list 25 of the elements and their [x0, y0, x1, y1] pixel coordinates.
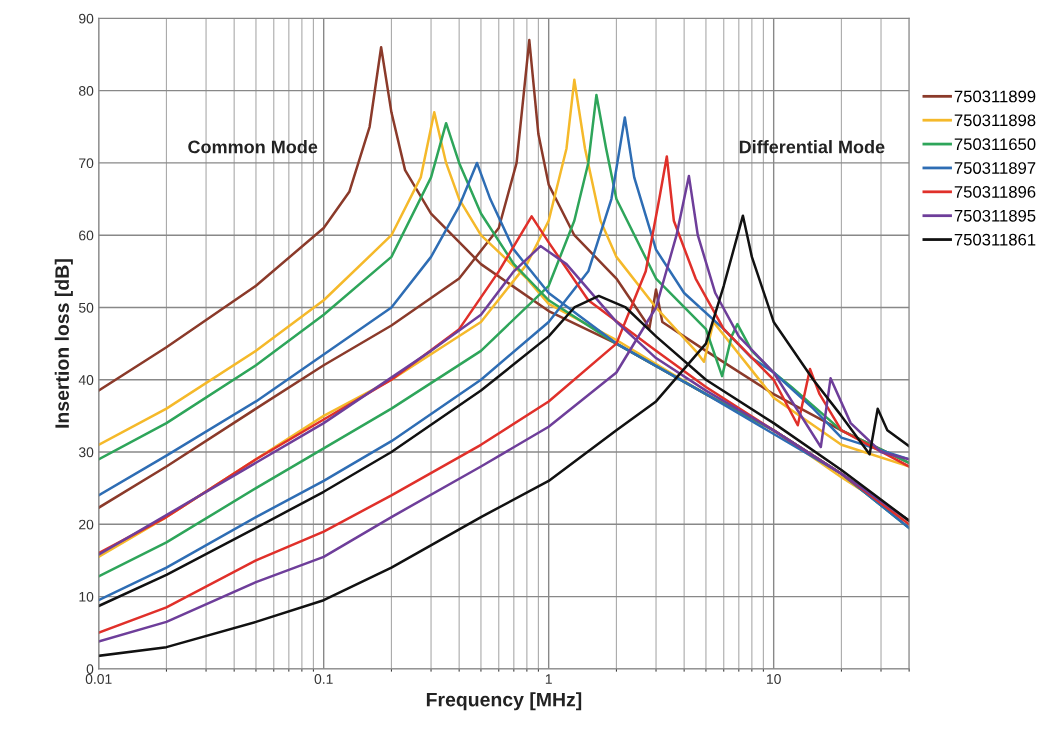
legend-label: 750311650 — [954, 138, 1036, 151]
y-tick-label: 80 — [79, 85, 94, 96]
y-tick-label: 60 — [79, 230, 94, 241]
legend-label: 750311896 — [954, 186, 1036, 198]
x-axis-title: Frequency [MHz] — [426, 692, 582, 711]
y-tick-label: 90 — [79, 13, 94, 24]
legend-label: 750311898 — [954, 114, 1036, 127]
x-tick-label: 0.01 — [85, 674, 112, 684]
y-tick-label: 30 — [78, 447, 94, 458]
y-tick-label: 70 — [79, 158, 94, 169]
legend-label: 750311861 — [954, 233, 1036, 246]
y-tick-label: 20 — [79, 519, 94, 530]
x-tick-label: 10 — [767, 674, 781, 684]
annotation: Common Mode — [188, 140, 318, 154]
y-tick-label: 50 — [78, 302, 94, 313]
y-axis-title: Insertion loss [dB] — [54, 259, 73, 428]
y-tick-label: 0 — [86, 664, 94, 675]
x-tick-label: 0.1 — [314, 674, 333, 684]
legend-label: 750311899 — [954, 90, 1036, 103]
annotation: Differential Mode — [739, 140, 885, 154]
y-tick-label: 10 — [79, 591, 94, 602]
legend-label: 750311895 — [954, 209, 1036, 222]
legend-label: 750311897 — [954, 162, 1036, 174]
y-tick-label: 40 — [78, 375, 94, 385]
x-tick-label: 1 — [545, 674, 552, 684]
